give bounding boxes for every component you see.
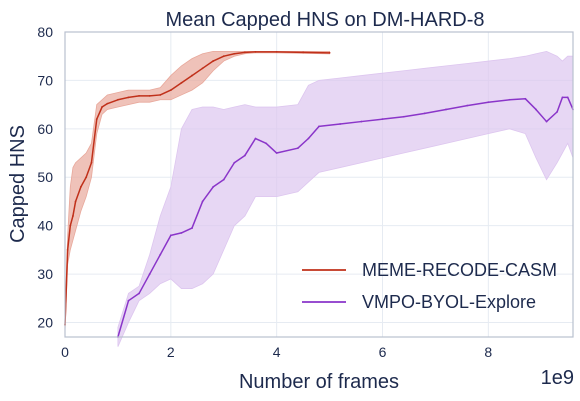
y-tick-label: 60 bbox=[37, 121, 53, 137]
data-point-1 bbox=[212, 186, 215, 188]
legend-label-0: MEME-RECODE-CASM bbox=[362, 260, 557, 280]
data-point-0 bbox=[302, 51, 305, 54]
data-point-1 bbox=[545, 120, 548, 123]
y-tick-label: 40 bbox=[37, 218, 53, 234]
data-point-1 bbox=[222, 178, 225, 181]
data-point-1 bbox=[138, 292, 140, 295]
series-lines bbox=[64, 50, 574, 338]
y-tick-label: 80 bbox=[37, 24, 53, 40]
data-point-1 bbox=[233, 161, 236, 164]
data-point-0 bbox=[222, 55, 225, 58]
data-point-0 bbox=[72, 215, 74, 217]
data-point-1 bbox=[508, 98, 511, 101]
x-tick-label: 4 bbox=[273, 344, 281, 360]
data-point-0 bbox=[201, 67, 204, 70]
data-point-0 bbox=[74, 200, 77, 203]
data-point-0 bbox=[275, 50, 278, 53]
data-point-1 bbox=[244, 154, 246, 157]
y-tick-label: 20 bbox=[37, 314, 53, 330]
data-point-0 bbox=[69, 224, 72, 227]
series-line-0 bbox=[64, 51, 330, 325]
data-point-0 bbox=[244, 51, 246, 54]
data-point-0 bbox=[79, 186, 82, 188]
data-point-0 bbox=[212, 60, 215, 62]
data-point-0 bbox=[169, 89, 172, 91]
plot-frame bbox=[64, 31, 574, 338]
data-point-1 bbox=[148, 273, 151, 275]
data-point-0 bbox=[148, 95, 151, 97]
data-point-1 bbox=[339, 123, 342, 125]
data-point-1 bbox=[318, 125, 320, 128]
data-point-1 bbox=[169, 234, 172, 237]
data-point-0 bbox=[180, 81, 183, 84]
data-point-0 bbox=[138, 95, 140, 97]
x-axis-multiplier: 1e9 bbox=[541, 367, 574, 389]
data-point-1 bbox=[524, 97, 527, 100]
legend: MEME-RECODE-CASM VMPO-BYOL-Explore bbox=[302, 260, 557, 312]
data-point-0 bbox=[85, 176, 88, 179]
y-tick-label: 30 bbox=[37, 266, 53, 282]
data-point-1 bbox=[445, 108, 447, 111]
data-point-1 bbox=[535, 108, 537, 111]
data-point-1 bbox=[360, 120, 363, 123]
y-axis-ticks: 20 30 40 50 60 70 80 bbox=[37, 24, 53, 330]
data-point-1 bbox=[296, 147, 299, 150]
data-point-0 bbox=[117, 98, 119, 101]
legend-label-1: VMPO-BYOL-Explore bbox=[362, 292, 536, 312]
data-point-1 bbox=[159, 253, 162, 256]
data-point-0 bbox=[328, 51, 331, 54]
x-tick-label: 0 bbox=[61, 344, 69, 360]
data-point-0 bbox=[90, 161, 93, 164]
x-tick-label: 6 bbox=[379, 344, 387, 360]
data-point-1 bbox=[466, 104, 469, 107]
data-point-1 bbox=[487, 101, 490, 104]
data-point-1 bbox=[566, 96, 569, 99]
x-tick-label: 2 bbox=[167, 344, 175, 360]
data-point-1 bbox=[201, 200, 204, 203]
y-axis-label: Capped HNS bbox=[7, 125, 29, 243]
data-point-0 bbox=[233, 52, 236, 55]
y-tick-label: 50 bbox=[37, 169, 53, 185]
data-point-1 bbox=[180, 232, 183, 234]
data-point-0 bbox=[66, 248, 69, 251]
data-point-0 bbox=[254, 50, 257, 53]
x-axis-ticks: 0 2 4 6 8 bbox=[61, 344, 492, 360]
data-point-1 bbox=[127, 299, 130, 302]
data-point-0 bbox=[127, 96, 130, 99]
series-band-0 bbox=[64, 50, 330, 333]
data-point-1 bbox=[275, 152, 278, 154]
data-point-1 bbox=[423, 112, 426, 115]
x-axis-label: Number of frames bbox=[239, 371, 399, 393]
data-point-1 bbox=[191, 227, 193, 229]
data-point-1 bbox=[402, 115, 405, 118]
data-point-0 bbox=[95, 118, 98, 121]
data-point-0 bbox=[159, 94, 162, 96]
data-point-1 bbox=[265, 142, 267, 145]
data-point-1 bbox=[254, 137, 257, 140]
data-point-0 bbox=[101, 106, 103, 108]
data-point-1 bbox=[307, 137, 310, 140]
y-tick-label: 70 bbox=[37, 72, 53, 88]
data-point-0 bbox=[106, 102, 109, 105]
data-point-1 bbox=[381, 118, 384, 121]
data-point-0 bbox=[191, 74, 193, 77]
x-tick-label: 8 bbox=[484, 344, 492, 360]
data-point-1 bbox=[561, 96, 564, 99]
data-point-1 bbox=[556, 110, 559, 113]
chart-title: Mean Capped HNS on DM-HARD-8 bbox=[165, 9, 484, 31]
